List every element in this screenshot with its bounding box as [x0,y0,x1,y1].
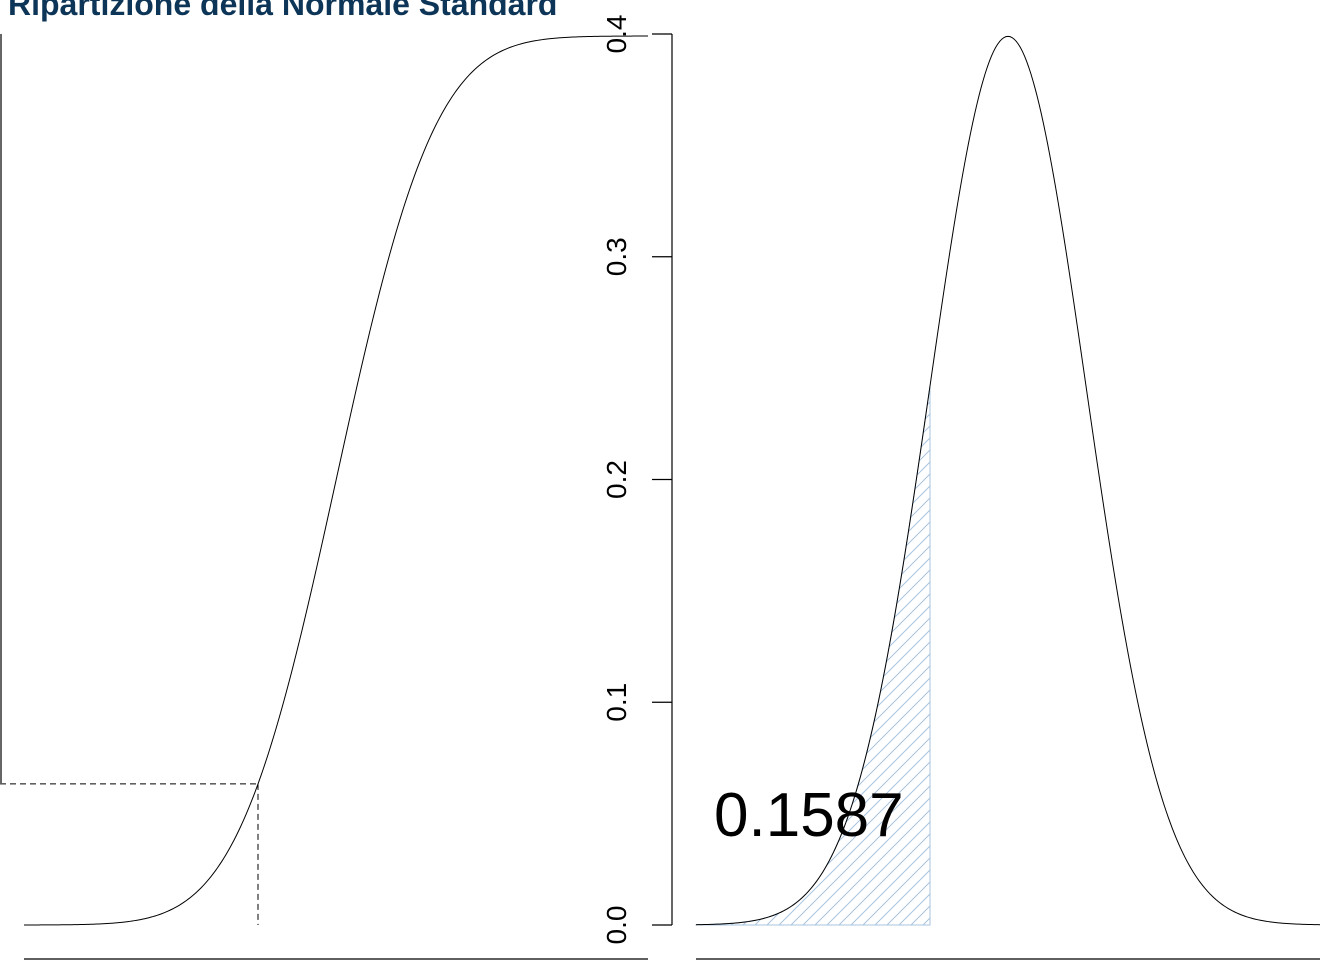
pdf-curve [695,35,1321,926]
y-tick-label: 0.3 [601,237,632,276]
y-tick-label: 0.1 [601,683,632,722]
pdf-panel: 0.0 0.1 0.2 0.3 0.4 0.1587 [601,15,1321,960]
y-tick-label: 0.2 [601,460,632,499]
chart-title: Ripartizione della Normale Standard [8,0,558,22]
cdf-panel [0,34,648,960]
pdf-y-ticks: 0.0 0.1 0.2 0.3 0.4 [601,15,672,945]
y-tick-label: 0.0 [601,906,632,945]
shaded-area-value: 0.1587 [714,781,904,850]
y-tick-label: 0.4 [601,15,632,54]
cdf-curve [24,35,648,926]
